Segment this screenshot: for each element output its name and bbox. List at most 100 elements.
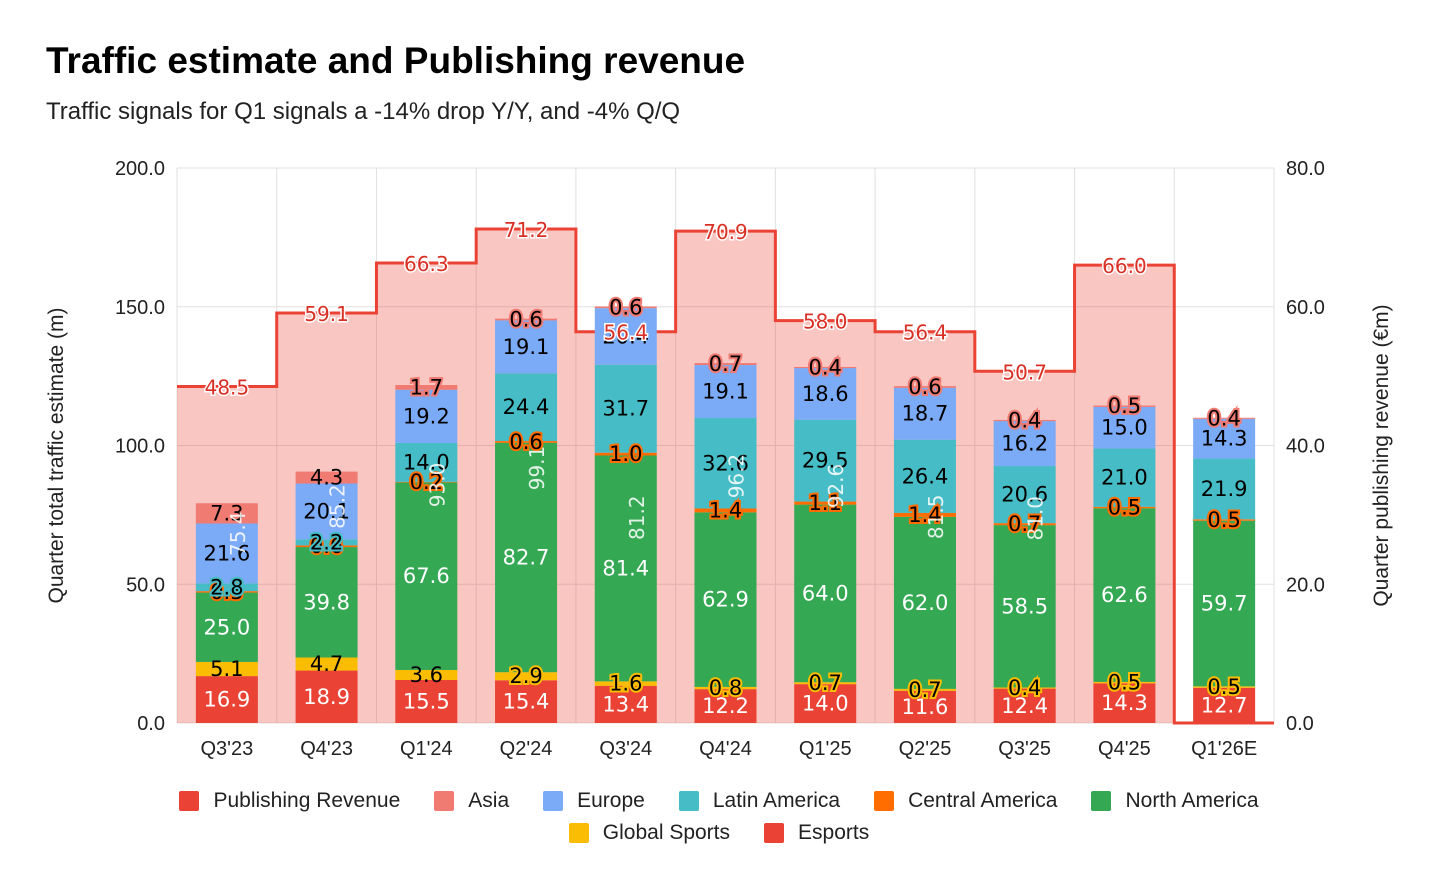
legend-label: Global Sports <box>602 821 731 844</box>
segment-label: 2.2 <box>310 530 343 554</box>
segment-label: 32.6 <box>702 451 749 475</box>
chart-title: Traffic estimate and Publishing revenue <box>46 40 746 81</box>
x-tick-label: Q4'23 <box>300 738 353 760</box>
revenue-line <box>177 227 1274 725</box>
revenue-label: 70.9 <box>703 220 748 244</box>
bar-north-america <box>1093 508 1156 682</box>
bar-asia <box>295 471 358 484</box>
segment-label: 14.3 <box>1101 691 1148 715</box>
segment-label: 62.9 <box>702 588 749 612</box>
bar-north-america <box>694 512 757 687</box>
bar-central-america <box>1093 506 1156 509</box>
segment-label: 25.0 <box>203 615 250 639</box>
segment-label: 29.5 <box>802 449 849 473</box>
bar-asia <box>195 503 258 524</box>
bar-esports <box>794 684 857 723</box>
bar-latin-america <box>893 439 956 513</box>
bar-north-america <box>495 442 558 673</box>
segment-label: 39.8 <box>303 590 350 614</box>
segment-label: 1.4 <box>709 498 742 522</box>
total-label: 96.2 <box>725 454 749 499</box>
bar-europe <box>594 308 657 365</box>
segment-label: 18.9 <box>303 685 350 709</box>
bar-central-america <box>594 452 657 456</box>
revenue-label: 58.0 <box>803 310 848 334</box>
legend-swatch <box>434 791 455 811</box>
segment-label: 26.4 <box>902 464 949 488</box>
segment-label: 0.6 <box>509 308 542 332</box>
bar-europe <box>495 320 558 374</box>
segment-label: 67.6 <box>403 564 450 588</box>
bar-latin-america <box>295 539 358 546</box>
segment-label: 19.1 <box>503 335 550 359</box>
segment-label: 1.1 <box>809 491 842 515</box>
bar-central-america <box>395 481 458 483</box>
x-tick-label: Q4'25 <box>1098 738 1151 760</box>
legend-swatch <box>179 791 200 811</box>
segment-label: 14.0 <box>802 692 849 716</box>
segment-label: 21.0 <box>1101 466 1148 490</box>
segment-label: 12.2 <box>702 694 749 718</box>
segment-label: 20.6 <box>1001 483 1048 507</box>
bar-latin-america <box>1193 458 1256 520</box>
segment-label: 11.6 <box>902 695 949 719</box>
bar-north-america <box>295 547 358 658</box>
bar-asia <box>1193 417 1256 419</box>
segment-label: 2.9 <box>509 664 542 688</box>
segment-label: 19.2 <box>403 404 450 428</box>
segment-label: 0.5 <box>1108 671 1141 695</box>
y-tick-left: 100.0 <box>115 436 165 458</box>
y-tick-right: 20.0 <box>1286 574 1325 596</box>
segment-label: 1.4 <box>908 503 941 527</box>
bar-esports <box>1093 683 1156 723</box>
segment-label: 21.9 <box>1201 477 1248 501</box>
y-tick-left: 150.0 <box>115 297 165 319</box>
bar-asia <box>495 318 558 321</box>
bar-europe <box>295 483 358 540</box>
segment-label: 21.6 <box>203 541 250 565</box>
segment-label: 0.6 <box>310 534 343 558</box>
legend-label: North America <box>1125 789 1259 812</box>
y-tick-left: 200.0 <box>115 158 165 180</box>
bar-europe <box>893 387 956 440</box>
bar-north-america <box>893 516 956 689</box>
bar-latin-america <box>495 373 558 442</box>
revenue-label: 56.4 <box>903 321 948 345</box>
bar-esports <box>295 670 358 723</box>
segment-label: 0.6 <box>609 295 642 319</box>
bar-asia <box>893 386 956 388</box>
bar-global-sports <box>195 661 258 677</box>
revenue-label: 50.7 <box>1002 360 1047 384</box>
bar-north-america <box>195 592 258 662</box>
legend-label: Europe <box>577 789 645 812</box>
bar-central-america <box>993 523 1056 526</box>
legend-swatch <box>1091 791 1112 811</box>
legend-label: Asia <box>468 789 510 812</box>
legend-label: Esports <box>798 821 870 844</box>
segment-label: 16.9 <box>203 688 250 712</box>
total-label: 99.1 <box>525 446 549 491</box>
bar-global-sports <box>594 681 657 686</box>
bar-latin-america <box>395 443 458 482</box>
segment-label: 62.0 <box>902 591 949 615</box>
bar-esports <box>694 689 757 723</box>
bar-global-sports <box>395 669 458 680</box>
revenue-label: 66.3 <box>404 252 449 276</box>
bar-latin-america <box>594 364 657 453</box>
x-tick-label: Q3'24 <box>599 738 652 760</box>
total-label: 92.6 <box>824 464 848 509</box>
bar-central-america <box>794 501 857 505</box>
bar-esports <box>395 679 458 723</box>
legend-item: Europe <box>543 789 645 813</box>
segment-label: 14.3 <box>1201 427 1248 451</box>
segment-label: 15.0 <box>1101 416 1148 440</box>
segment-label: 81.4 <box>602 556 649 580</box>
revenue-label: 71.2 <box>504 218 549 242</box>
segment-label: 0.4 <box>809 356 842 380</box>
segment-label: 0.5 <box>210 580 243 604</box>
bar-global-sports <box>893 688 956 691</box>
segment-label: 12.4 <box>1001 694 1048 718</box>
bar-esports <box>594 685 657 723</box>
segment-label: 0.7 <box>809 671 842 695</box>
